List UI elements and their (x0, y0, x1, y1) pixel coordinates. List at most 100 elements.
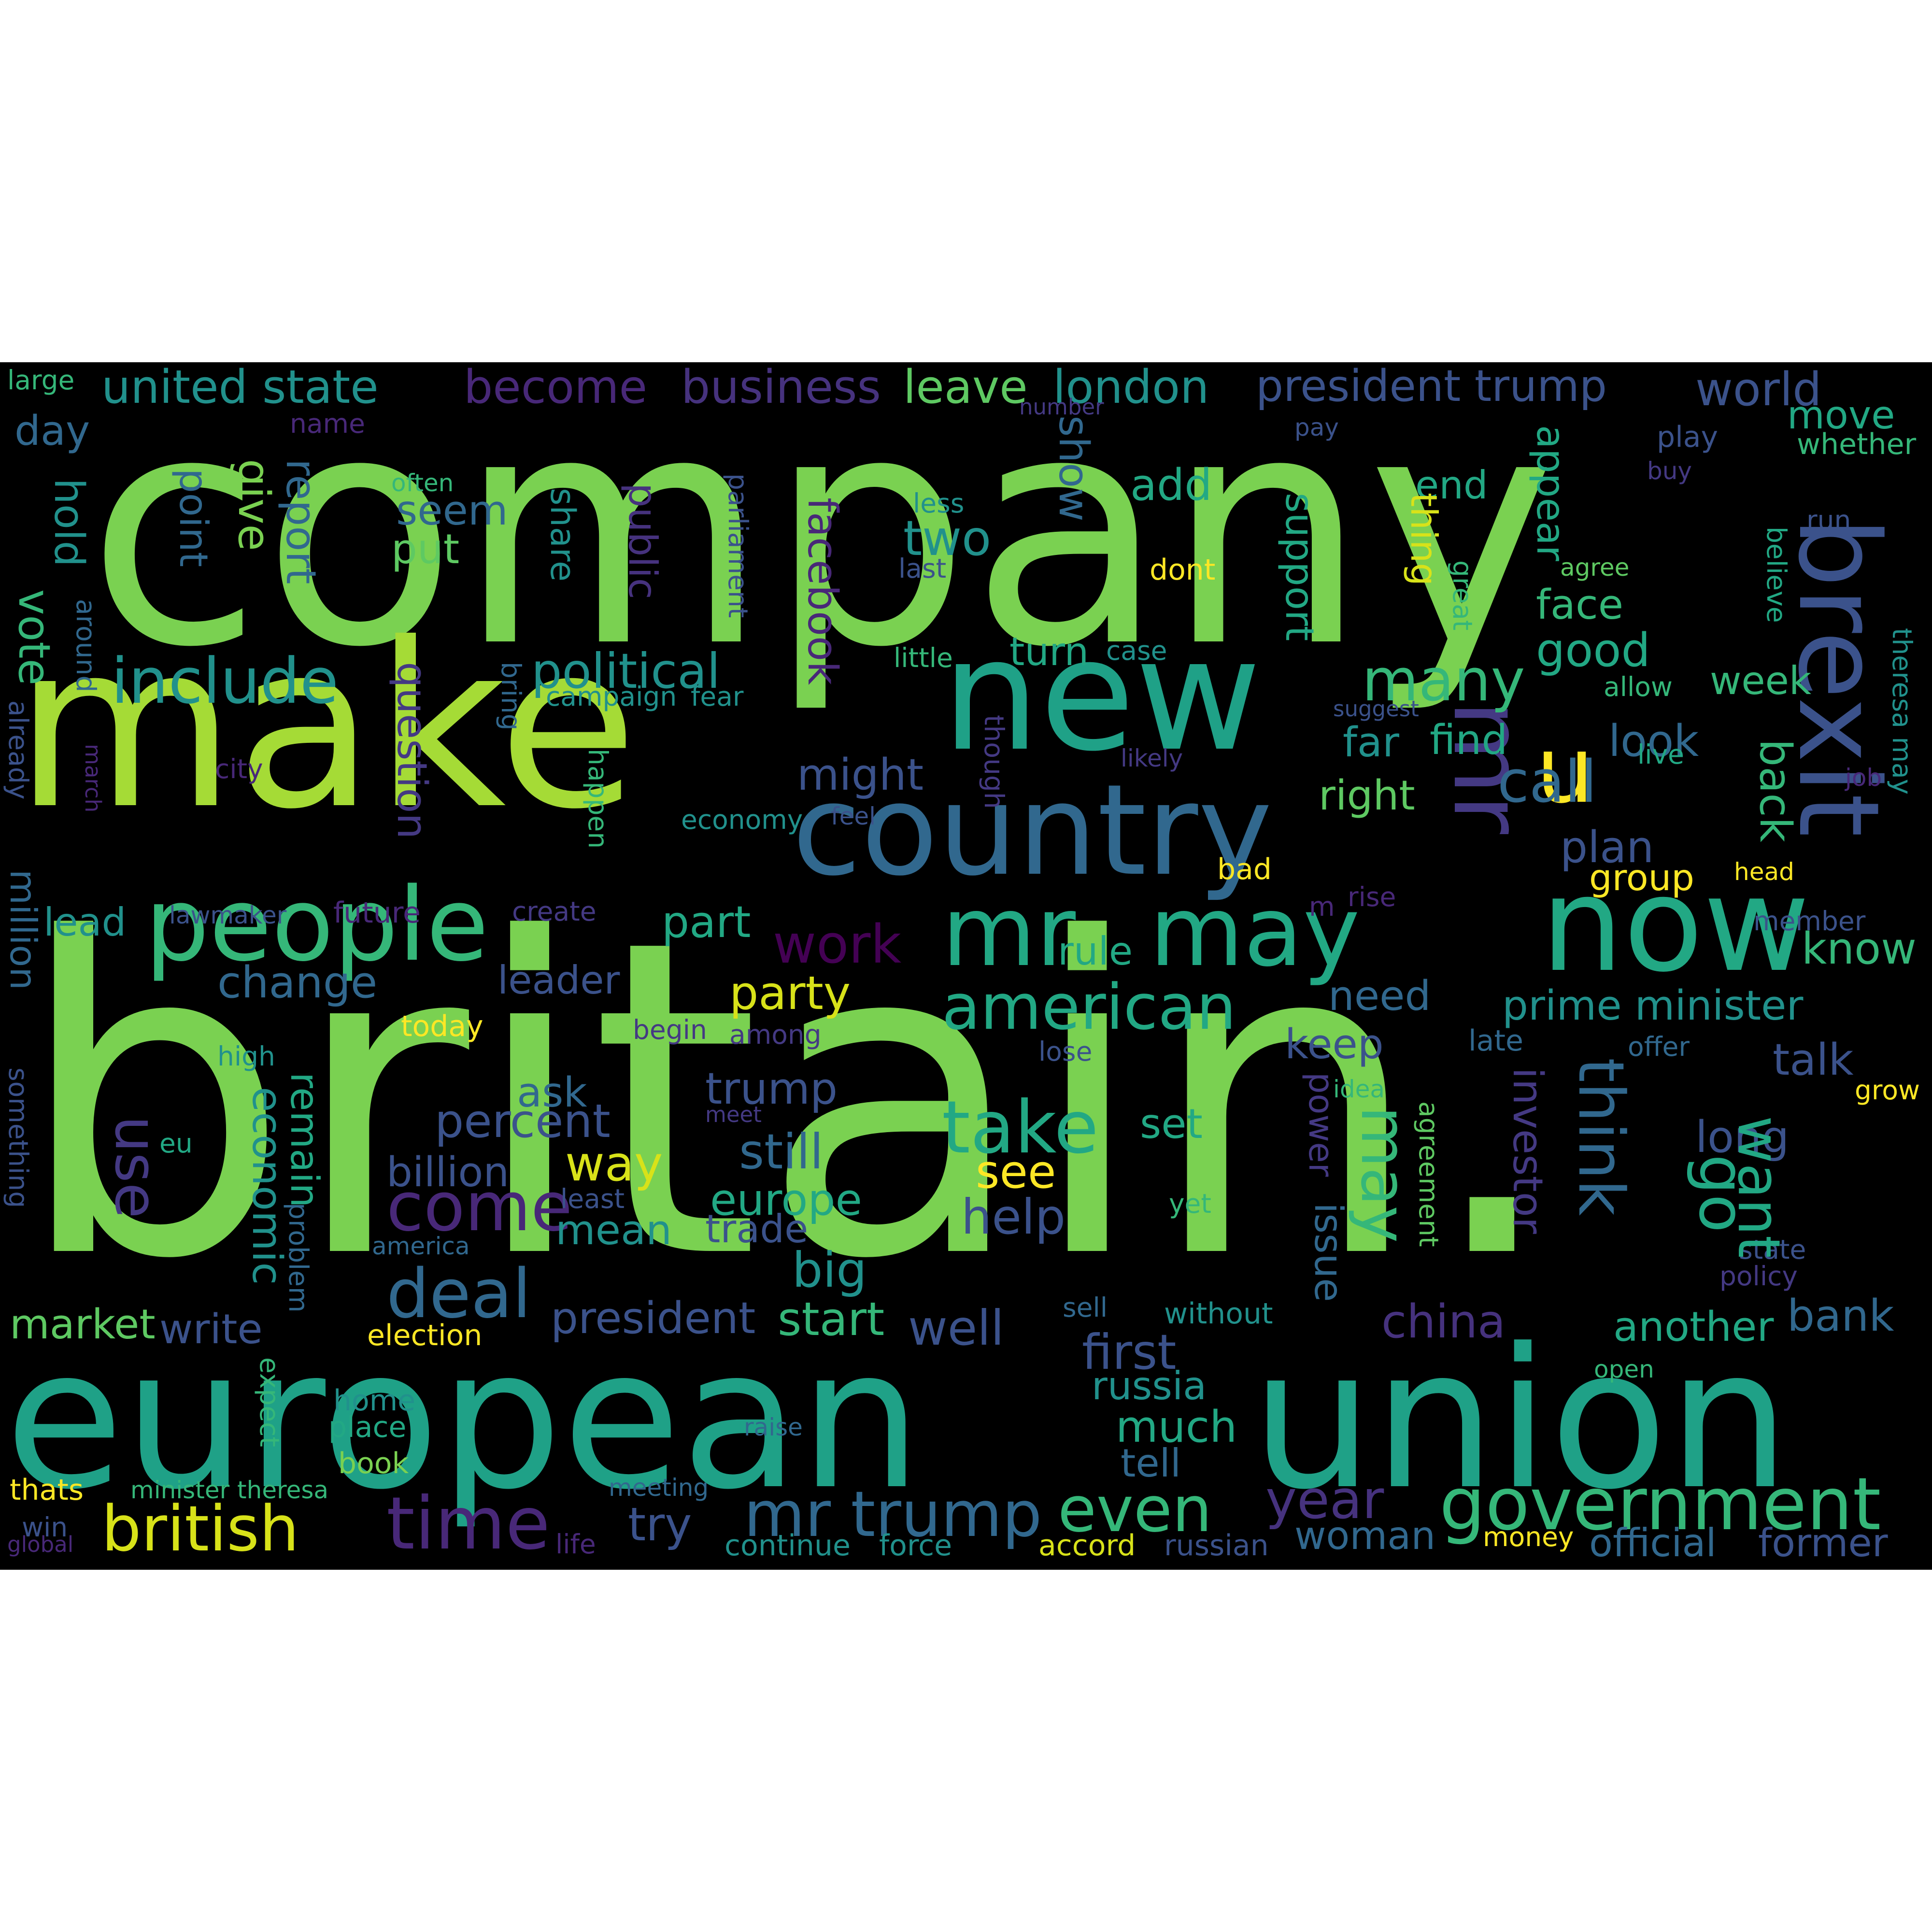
word-investor: investor (1504, 1067, 1551, 1234)
word-lawmaker: lawmaker (169, 901, 287, 929)
word-trump: trump (705, 1064, 838, 1114)
word-seem: seem (396, 487, 508, 535)
word-fear: fear (691, 681, 744, 712)
word-thats: thats (10, 1473, 84, 1507)
word-mr: mr (942, 876, 1076, 988)
word-rise: rise (1348, 881, 1396, 912)
word-help: help (961, 1189, 1066, 1245)
word-find: find (1430, 716, 1508, 764)
word-deal: deal (386, 1255, 531, 1334)
word-policy: policy (1719, 1261, 1798, 1292)
word-city: city (215, 753, 263, 784)
word-pay: pay (1294, 413, 1339, 441)
word-parliament: parliament (723, 473, 753, 618)
word-official: official (1589, 1520, 1717, 1565)
word-likely: likely (1121, 744, 1183, 772)
word-still: still (739, 1123, 824, 1180)
word-rule: rule (1058, 929, 1133, 974)
word-economic: economic (243, 1087, 291, 1285)
word-come: come (386, 1168, 573, 1247)
word-million: million (2, 869, 44, 990)
word-hold: hold (45, 478, 93, 567)
word-today: today (401, 1009, 483, 1043)
word-something: something (3, 1067, 34, 1208)
word-vote: vote (9, 589, 59, 685)
word-might: might (797, 750, 924, 800)
word-european: european (5, 1307, 922, 1532)
word-place: place (328, 1410, 407, 1444)
word-u: u (1536, 717, 1594, 824)
word-name: name (290, 408, 365, 439)
word-life: life (555, 1529, 596, 1560)
word-around: around (71, 599, 101, 693)
word-live: live (1637, 739, 1684, 770)
word-create: create (512, 896, 597, 927)
word-public: public (620, 483, 665, 599)
word-trade: trade (705, 1207, 809, 1251)
word-first: first (1082, 1324, 1177, 1380)
word-talk: talk (1773, 1035, 1854, 1085)
word-remain: remain (282, 1072, 327, 1208)
word-add: add (1130, 460, 1212, 511)
word-america: america (372, 1232, 470, 1260)
word-appear: appear (1528, 425, 1573, 561)
word-yet: yet (1169, 1188, 1211, 1219)
word-mr-trump: mr trump (744, 1477, 1042, 1551)
word-now: now (1541, 849, 1810, 1001)
word-late: late (1468, 1024, 1523, 1058)
word-look: look (1608, 716, 1699, 767)
word-write: write (159, 1306, 263, 1353)
word-feel: feel (831, 802, 876, 830)
word-think: think (1564, 1058, 1638, 1216)
word-day: day (14, 407, 90, 455)
word-grow: grow (1855, 1075, 1920, 1106)
word-people: people (145, 866, 489, 984)
word-part: part (662, 897, 751, 948)
word-europe: europe (710, 1175, 862, 1225)
word-know: know (1802, 923, 1917, 974)
word-week: week (1710, 658, 1812, 703)
word-money: money (1483, 1521, 1574, 1552)
word-new: new (942, 606, 1262, 785)
word-job: job (1845, 764, 1882, 792)
word-far: far (1343, 719, 1399, 767)
word-m: m (1309, 891, 1335, 922)
word-large: large (7, 365, 75, 396)
word-leader: leader (497, 958, 620, 1003)
word-call: call (1497, 749, 1597, 816)
word-include: include (111, 644, 339, 718)
word-mean: mean (555, 1207, 672, 1254)
word-future: future (333, 896, 421, 930)
word-group: group (1589, 856, 1694, 899)
word-another: another (1613, 1303, 1774, 1351)
word-cloud-panel: company make britain. european union new count… (0, 362, 1932, 1570)
word-head: head (1734, 858, 1794, 886)
word-world: world (1695, 363, 1822, 416)
word-party: party (729, 967, 851, 1020)
word-power: power (1301, 1072, 1341, 1177)
word-work: work (773, 913, 902, 975)
word-global: global (7, 1532, 74, 1557)
word-already: already (3, 700, 34, 800)
word-lead: lead (43, 900, 127, 945)
word-election: election (367, 1319, 483, 1352)
word-begin: begin (633, 1014, 707, 1045)
word-american: american (942, 970, 1236, 1044)
word-china: china (1381, 1295, 1506, 1349)
word-percent: percent (435, 1095, 611, 1148)
word-president-trump: president trump (1256, 362, 1607, 412)
word-keep: keep (1285, 1021, 1384, 1068)
word-economy: economy (681, 804, 803, 835)
word-country: country (792, 758, 1273, 904)
word-year: year (1265, 1469, 1384, 1531)
word-union: union (1251, 1307, 1790, 1532)
word-among: among (729, 1019, 822, 1050)
word-make: make (14, 595, 638, 859)
word-united-state: united state (101, 362, 379, 414)
word-set: set (1140, 1100, 1203, 1148)
word-many: many (1362, 647, 1525, 714)
word-member: member (1753, 906, 1866, 937)
word-good: good (1536, 624, 1650, 677)
word-market: market (10, 1301, 156, 1349)
word-less: less (913, 488, 965, 519)
